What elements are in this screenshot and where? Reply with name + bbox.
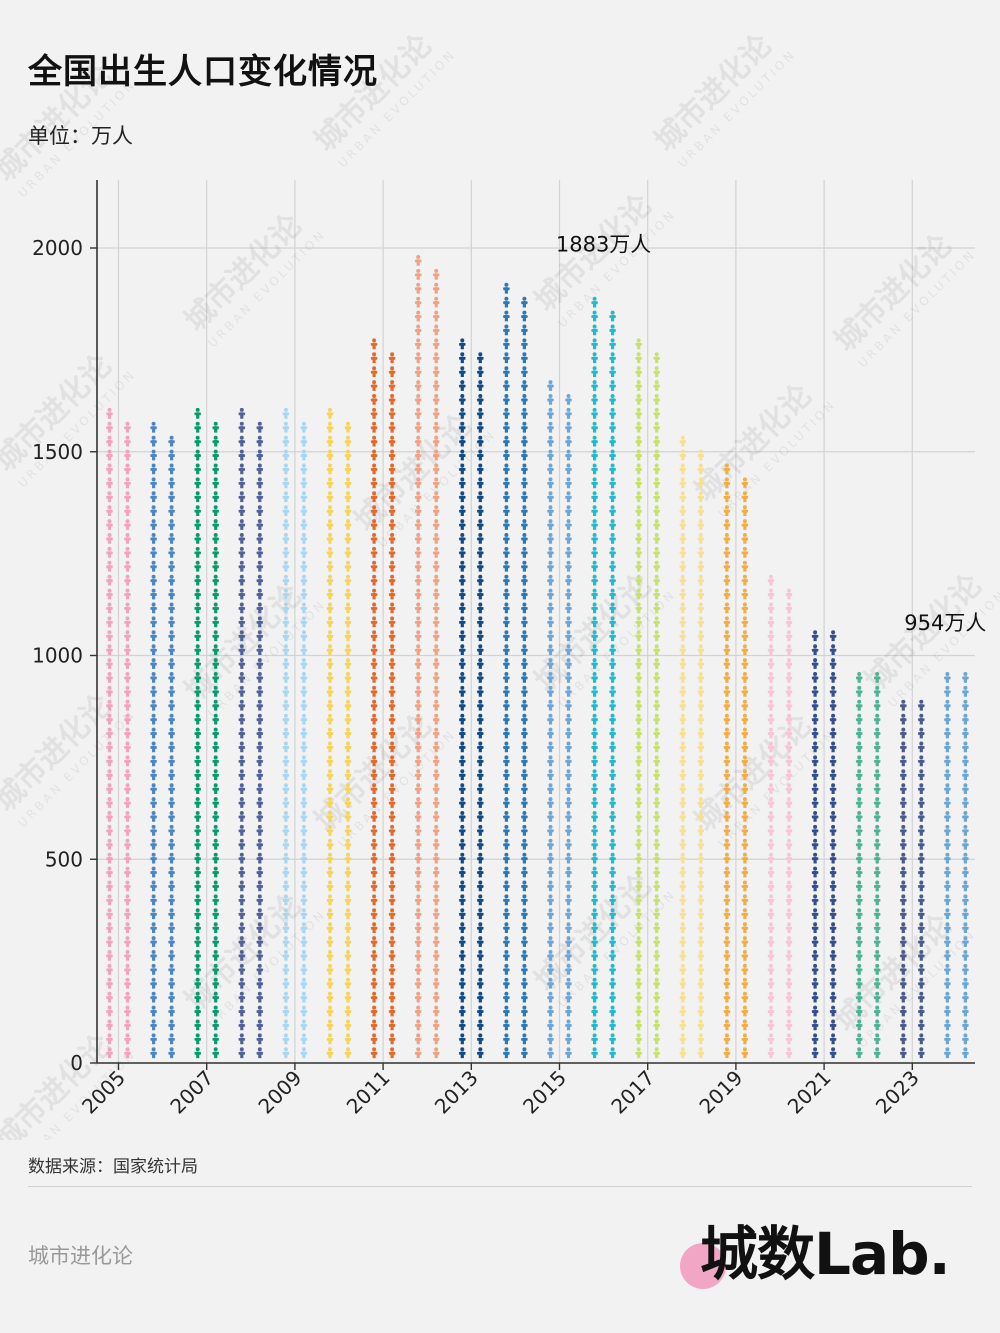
brand-logo: 城数Lab. — [680, 1205, 980, 1305]
bar-2012 — [414, 255, 440, 1059]
y-tick-label: 0 — [70, 1051, 83, 1075]
y-tick-label: 500 — [45, 847, 83, 871]
x-tick-label: 2021 — [783, 1066, 836, 1119]
x-tick-label: 2017 — [606, 1066, 659, 1119]
y-tick-label: 1000 — [32, 644, 83, 668]
footer-divider — [28, 1186, 972, 1187]
bar-2018 — [679, 435, 705, 1059]
x-tick-label: 2015 — [518, 1066, 571, 1119]
chart-title: 全国出生人口变化情况 — [28, 52, 378, 92]
y-tick-label: 1500 — [32, 440, 83, 464]
bar-2014 — [503, 282, 528, 1059]
x-tick-label: 2013 — [430, 1066, 483, 1119]
x-tick-label: 2023 — [871, 1066, 924, 1119]
annotation-2016: 1883万人 — [556, 233, 651, 257]
logo-dot — [680, 1243, 726, 1289]
annotation-2024: 954万人 — [904, 611, 986, 635]
x-tick-label: 2011 — [342, 1066, 395, 1119]
logo-text: 城数Lab. — [700, 1220, 951, 1288]
source-note: 数据来源：国家统计局 — [28, 1157, 198, 1177]
bar-2010 — [326, 407, 352, 1059]
x-tick-label: 2019 — [694, 1066, 747, 1119]
bar-2024 — [944, 672, 969, 1059]
x-tick-label: 2007 — [165, 1066, 218, 1119]
annotations: 1883万人 954万人 — [556, 233, 987, 636]
unit-label: 单位：万人 — [28, 124, 133, 148]
footer-brand: 城市进化论 — [28, 1244, 133, 1268]
x-tick-label: 2009 — [253, 1066, 306, 1119]
bar-2020 — [767, 574, 793, 1059]
bar-2006 — [150, 421, 175, 1059]
y-tick-label: 2000 — [32, 236, 83, 260]
gridlines — [97, 180, 975, 1064]
axes — [90, 180, 975, 1070]
